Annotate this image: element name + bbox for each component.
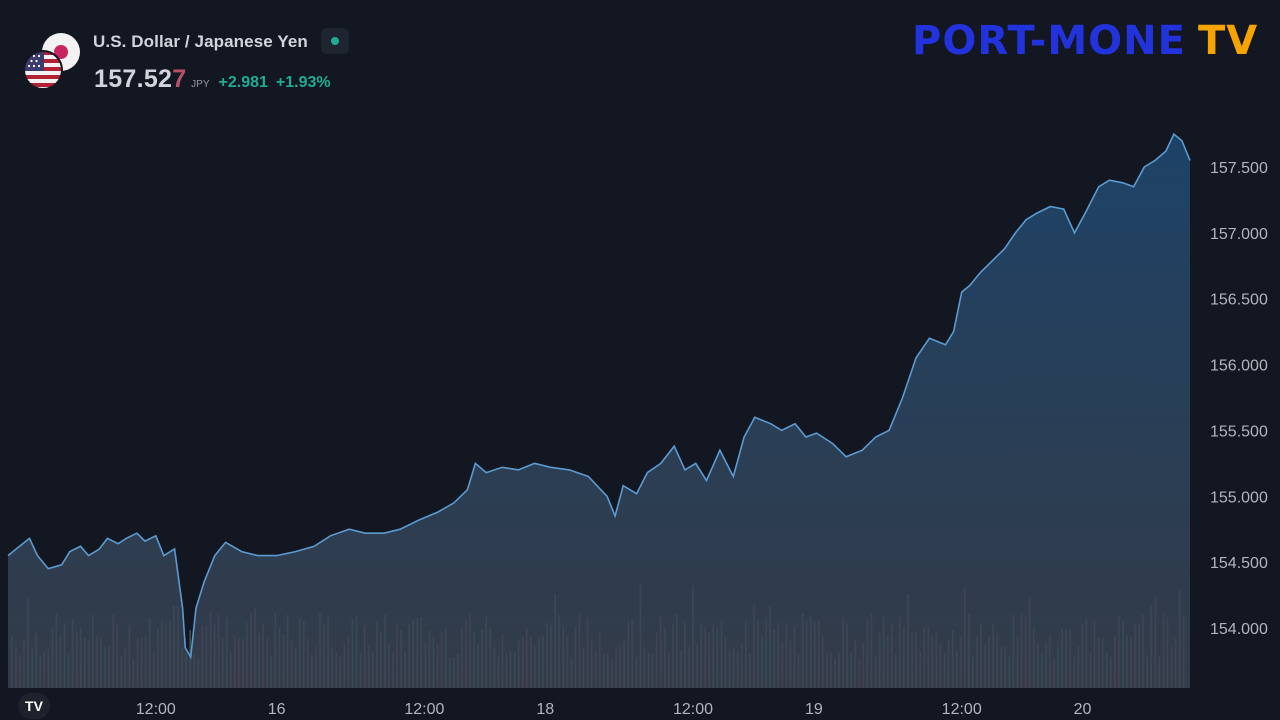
x-axis[interactable]: 12:00 16 12:00 18 12:00 19 12:00 20 (136, 701, 1092, 718)
y-tick-label: 156.500 (1210, 292, 1268, 309)
x-tick-label: 12:00 (673, 701, 713, 718)
x-tick-label: 19 (805, 701, 823, 718)
x-tick-label: 12:00 (136, 701, 176, 718)
y-tick-label: 156.000 (1210, 358, 1268, 375)
x-tick-label: 18 (536, 701, 554, 718)
usd-jpy-flag-icon (23, 32, 84, 92)
price-change: +2.981 (218, 74, 268, 91)
price-area (7, 132, 1191, 689)
price-row: 157.52 7 JPY +2.981 +1.93% (94, 65, 331, 94)
price-change-percent: +1.93% (275, 74, 331, 91)
brand-watermark: PORT-MONE TV (912, 18, 1258, 64)
x-tick-label: 12:00 (404, 701, 444, 718)
symbol-title[interactable]: U.S. Dollar / Japanese Yen (93, 32, 308, 51)
x-tick-label: 20 (1074, 701, 1092, 718)
price-line[interactable] (7, 132, 1191, 660)
y-axis[interactable]: 157.500 157.000 156.500 156.000 155.500 155.0… (1210, 160, 1268, 638)
price-last-digit: 7 (172, 65, 187, 93)
x-tick-label: 12:00 (942, 701, 982, 718)
y-tick-label: 154.000 (1210, 621, 1268, 638)
brand-suffix: TV (1197, 18, 1259, 64)
market-status-icon[interactable] (321, 28, 349, 54)
y-tick-label: 157.000 (1210, 226, 1268, 243)
currency-label: JPY (191, 79, 210, 90)
x-tick-label: 16 (268, 701, 286, 718)
y-tick-label: 154.500 (1210, 555, 1268, 572)
brand-name: PORT-MONE (912, 18, 1186, 64)
y-tick-label: 155.500 (1210, 423, 1268, 440)
tradingview-logo[interactable]: TV (18, 693, 50, 719)
price-main: 157.52 (94, 65, 173, 93)
y-tick-label: 157.500 (1210, 160, 1268, 177)
symbol-legend[interactable]: U.S. Dollar / Japanese Yen 157.52 7 JPY +… (23, 28, 544, 98)
y-tick-label: 155.000 (1210, 489, 1268, 506)
